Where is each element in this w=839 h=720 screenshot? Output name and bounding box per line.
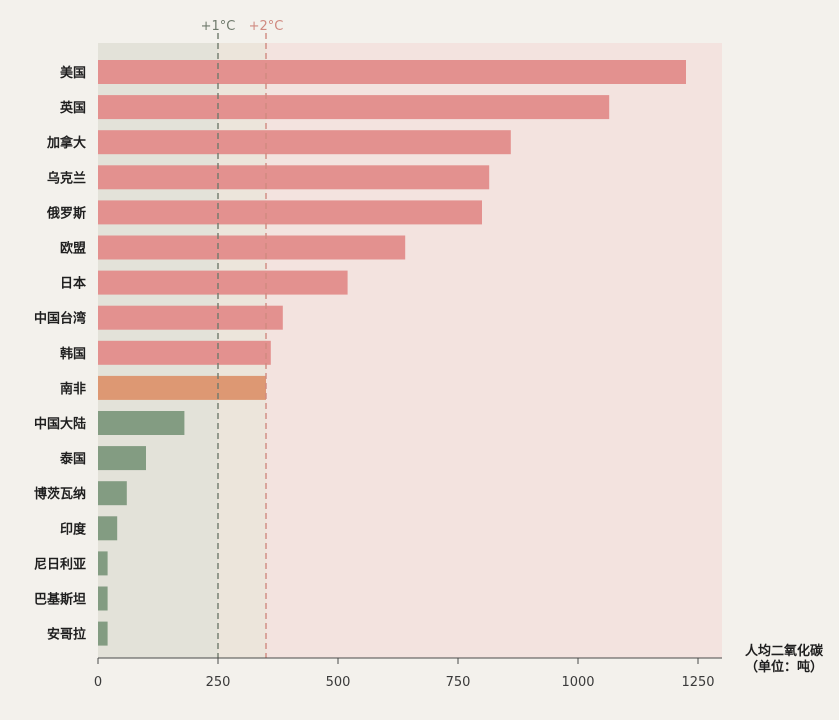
bars-group [98, 60, 686, 646]
bar-14 [98, 551, 108, 576]
reference-label-0: +1°C [201, 19, 236, 34]
reference-lines: +1°C +2°C [201, 19, 284, 658]
category-label-15: 巴基斯坦 [34, 592, 86, 608]
category-label-11: 泰国 [59, 451, 86, 467]
x-axis: 0 250 500 750 1000 1250 [94, 657, 722, 690]
category-label-5: 欧盟 [60, 241, 86, 257]
bar-15 [98, 586, 108, 611]
bar-6 [98, 270, 348, 295]
bar-7 [98, 305, 283, 330]
bar-2 [98, 130, 511, 155]
category-label-12: 博茨瓦纳 [34, 486, 86, 502]
x-axis-title: 人均二氧化碳 （单位：吨） [745, 643, 824, 675]
category-label-10: 中国大陆 [34, 416, 86, 432]
category-label-3: 乌克兰 [47, 170, 86, 186]
x-tick-label-0: 0 [94, 675, 102, 690]
category-labels: 美国英国加拿大乌克兰俄罗斯欧盟日本中国台湾韩国南非中国大陆泰国博茨瓦纳印度尼日利… [34, 65, 87, 643]
bar-8 [98, 340, 271, 365]
x-tick-label-2: 500 [326, 675, 351, 690]
category-label-9: 南非 [60, 381, 86, 397]
x-tick-label-4: 1000 [561, 675, 594, 690]
x-axis-title-line-1: 人均二氧化碳 [745, 643, 824, 659]
category-label-7: 中国台湾 [34, 311, 86, 327]
category-label-1: 英国 [59, 100, 86, 116]
bar-13 [98, 516, 118, 541]
bar-1 [98, 95, 610, 120]
bar-3 [98, 165, 490, 190]
category-label-0: 美国 [60, 65, 86, 81]
bar-0 [98, 60, 686, 84]
x-axis-title-line-2: （单位：吨） [745, 659, 823, 675]
category-label-16: 安哥拉 [47, 627, 86, 643]
bar-16 [98, 621, 108, 646]
bar-4 [98, 200, 482, 225]
category-label-2: 加拿大 [46, 135, 86, 151]
bar-11 [98, 446, 146, 471]
bar-9 [98, 375, 266, 400]
category-label-6: 日本 [60, 276, 86, 292]
x-tick-label-5: 1250 [681, 675, 714, 690]
bar-12 [98, 481, 127, 506]
bar-5 [98, 235, 406, 260]
category-label-8: 韩国 [60, 346, 86, 362]
reference-label-1: +2°C [249, 19, 284, 34]
x-tick-label-1: 250 [206, 675, 231, 690]
category-label-4: 俄罗斯 [46, 205, 86, 221]
category-label-13: 印度 [60, 521, 87, 537]
bar-10 [98, 411, 185, 435]
x-tick-label-3: 750 [446, 675, 471, 690]
category-label-14: 尼日利亚 [34, 556, 86, 572]
